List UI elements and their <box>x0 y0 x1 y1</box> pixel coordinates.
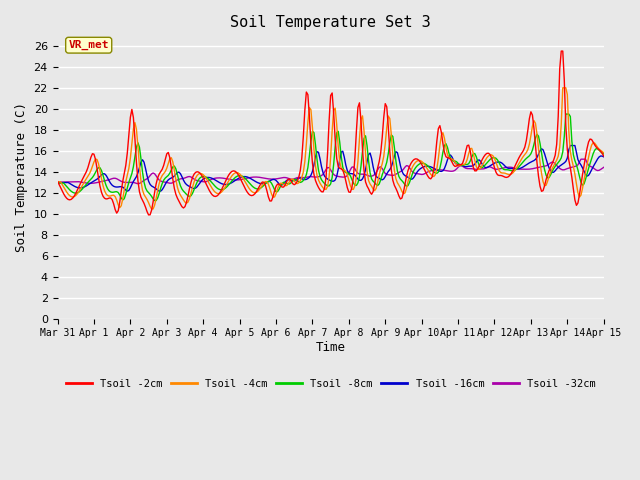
Y-axis label: Soil Temperature (C): Soil Temperature (C) <box>15 102 28 252</box>
Title: Soil Temperature Set 3: Soil Temperature Set 3 <box>230 15 431 30</box>
Legend: Tsoil -2cm, Tsoil -4cm, Tsoil -8cm, Tsoil -16cm, Tsoil -32cm: Tsoil -2cm, Tsoil -4cm, Tsoil -8cm, Tsoi… <box>61 374 600 393</box>
Text: VR_met: VR_met <box>68 40 109 50</box>
X-axis label: Time: Time <box>316 341 346 354</box>
